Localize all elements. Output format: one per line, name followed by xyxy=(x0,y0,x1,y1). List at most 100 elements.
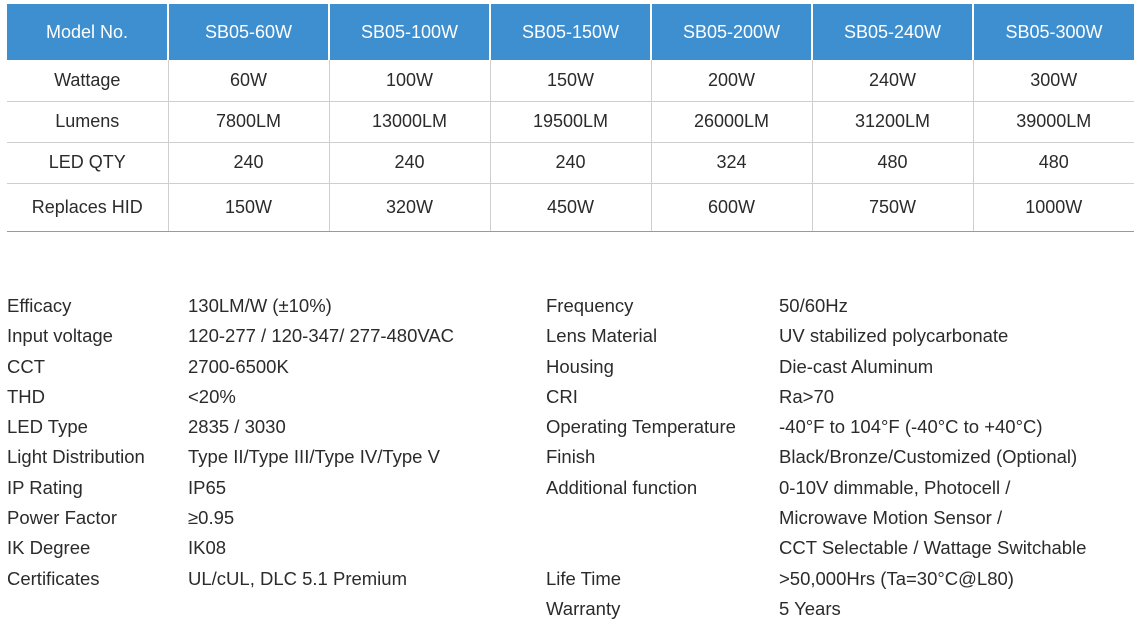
spec-row-additional-function: Additional function 0-10V dimmable, Phot… xyxy=(546,473,1086,503)
table-cell: 60W xyxy=(167,60,329,102)
spec-label: Operating Temperature xyxy=(546,416,736,438)
spec-label: THD xyxy=(7,385,46,407)
spec-value: >50,000Hrs (Ta=30°C@L80) xyxy=(779,567,1014,589)
table-cell: 240W xyxy=(811,60,973,102)
spec-value: IK08 xyxy=(188,537,227,559)
spec-value: 120-277 / 120-347/ 277-480VAC xyxy=(188,325,455,347)
table-cell: 750W xyxy=(811,183,973,232)
table-cell: 600W xyxy=(650,183,812,232)
table-row-replaces-hid: Replaces HID 150W 320W 450W 600W 750W 10… xyxy=(7,183,1134,232)
spec-row-certificates: Certificates UL/cUL, DLC 5.1 Premium xyxy=(7,564,454,594)
table-cell: 150W xyxy=(167,183,329,232)
table-cell: 200W xyxy=(650,60,812,102)
spec-row-cri: CRI Ra>70 xyxy=(546,382,1086,412)
spec-label: Efficacy xyxy=(7,295,72,316)
spec-label: Light Distribution xyxy=(7,446,145,468)
table-row-wattage: Wattage 60W 100W 150W 200W 240W 300W xyxy=(7,60,1134,102)
spec-label: Power Factor xyxy=(7,507,118,529)
spec-row-finish: Finish Black/Bronze/Customized (Optional… xyxy=(546,442,1086,472)
spec-label: IK Degree xyxy=(7,537,91,559)
row-label: Wattage xyxy=(7,60,168,102)
table-cell: 13000LM xyxy=(328,101,490,143)
spec-label: Housing xyxy=(546,355,614,377)
header-model: SB05-240W xyxy=(811,4,973,60)
table-header-row: Model No. SB05-60W SB05-100W SB05-150W S… xyxy=(7,4,1134,60)
table-cell: 480 xyxy=(972,142,1134,184)
table-cell: 19500LM xyxy=(489,101,651,143)
row-label: Lumens xyxy=(7,101,168,143)
row-label: Replaces HID xyxy=(7,183,168,232)
spec-row-ip-rating: IP Rating IP65 xyxy=(7,473,454,503)
header-model-no: Model No. xyxy=(7,4,168,60)
spec-row-efficacy: Efficacy 130LM/W (±10%) xyxy=(7,291,454,321)
table-cell: 320W xyxy=(328,183,490,232)
spec-label: CRI xyxy=(546,385,578,407)
spec-row-cct: CCT 2700-6500K xyxy=(7,352,454,382)
spec-value: Microwave Motion Sensor / xyxy=(779,507,1003,529)
spec-label: Frequency xyxy=(546,295,634,316)
table-cell: 240 xyxy=(167,142,329,184)
spec-label: Life Time xyxy=(546,567,622,589)
specs-left-column: Efficacy 130LM/W (±10%) Input voltage 12… xyxy=(7,291,454,594)
spec-row-light-distribution: Light Distribution Type II/Type III/Type… xyxy=(7,442,454,472)
table-cell: 150W xyxy=(489,60,651,102)
table-cell: 7800LM xyxy=(167,101,329,143)
spec-row-housing: Housing Die-cast Aluminum xyxy=(546,352,1086,382)
header-model: SB05-150W xyxy=(489,4,651,60)
spec-value: -40°F to 104°F (-40°C to +40°C) xyxy=(779,416,1043,438)
spec-value: 5 Years xyxy=(779,597,841,619)
spec-row-operating-temperature: Operating Temperature -40°F to 104°F (-4… xyxy=(546,412,1086,442)
spec-value: Type II/Type III/Type IV/Type V xyxy=(188,446,440,468)
spec-value: Ra>70 xyxy=(779,385,835,407)
spec-value: 50/60Hz xyxy=(779,295,848,316)
table-cell: 480 xyxy=(811,142,973,184)
spec-row-warranty: Warranty 5 Years xyxy=(546,594,1086,624)
spec-label: Certificates xyxy=(7,567,100,589)
spec-row-additional-function-cont: CCT Selectable / Wattage Switchable xyxy=(546,533,1086,563)
spec-value: ≥0.95 xyxy=(188,507,235,529)
table-cell: 240 xyxy=(489,142,651,184)
table-cell: 1000W xyxy=(972,183,1134,232)
spec-label: Additional function xyxy=(546,476,698,498)
spec-row-thd: THD <20% xyxy=(7,382,454,412)
spec-row-input-voltage: Input voltage 120-277 / 120-347/ 277-480… xyxy=(7,321,454,351)
header-model: SB05-300W xyxy=(972,4,1134,60)
table-cell: 240 xyxy=(328,142,490,184)
spec-value: 130LM/W (±10%) xyxy=(188,295,332,316)
spec-label: Input voltage xyxy=(7,325,113,347)
header-model: SB05-60W xyxy=(167,4,329,60)
table-cell: 450W xyxy=(489,183,651,232)
spec-label: IP Rating xyxy=(7,476,83,498)
specs-right-column: Frequency 50/60Hz Lens Material UV stabi… xyxy=(546,291,1086,624)
table-cell: 100W xyxy=(328,60,490,102)
spec-value: UL/cUL, DLC 5.1 Premium xyxy=(188,567,407,589)
spec-value: Black/Bronze/Customized (Optional) xyxy=(779,446,1078,468)
spec-row-additional-function-cont: Microwave Motion Sensor / xyxy=(546,503,1086,533)
spec-label: LED Type xyxy=(7,416,88,438)
spec-row-lens-material: Lens Material UV stabilized polycarbonat… xyxy=(546,321,1086,351)
spec-label xyxy=(546,533,779,563)
table-row-led-qty: LED QTY 240 240 240 324 480 480 xyxy=(7,142,1134,184)
table-cell: 39000LM xyxy=(972,101,1134,143)
row-label: LED QTY xyxy=(7,142,168,184)
table-cell: 300W xyxy=(972,60,1134,102)
spec-value: 2700-6500K xyxy=(188,355,289,377)
spec-label: Finish xyxy=(546,446,596,468)
spec-row-led-type: LED Type 2835 / 3030 xyxy=(7,412,454,442)
spec-row-power-factor: Power Factor ≥0.95 xyxy=(7,503,454,533)
spec-label: Lens Material xyxy=(546,325,658,347)
table-cell: 31200LM xyxy=(811,101,973,143)
spec-value: Die-cast Aluminum xyxy=(779,355,934,377)
spec-value: 2835 / 3030 xyxy=(188,416,286,438)
spec-label xyxy=(546,503,779,533)
header-model: SB05-100W xyxy=(328,4,490,60)
spec-label: CCT xyxy=(7,355,46,377)
header-model: SB05-200W xyxy=(650,4,812,60)
spec-value: CCT Selectable / Wattage Switchable xyxy=(779,537,1087,559)
spec-row-frequency: Frequency 50/60Hz xyxy=(546,291,1086,321)
table-cell: 324 xyxy=(650,142,812,184)
model-spec-table: Model No. SB05-60W SB05-100W SB05-150W S… xyxy=(7,4,1134,232)
spec-value: UV stabilized polycarbonate xyxy=(779,325,1009,347)
table-row-lumens: Lumens 7800LM 13000LM 19500LM 26000LM 31… xyxy=(7,101,1134,143)
spec-label: Warranty xyxy=(546,597,621,619)
